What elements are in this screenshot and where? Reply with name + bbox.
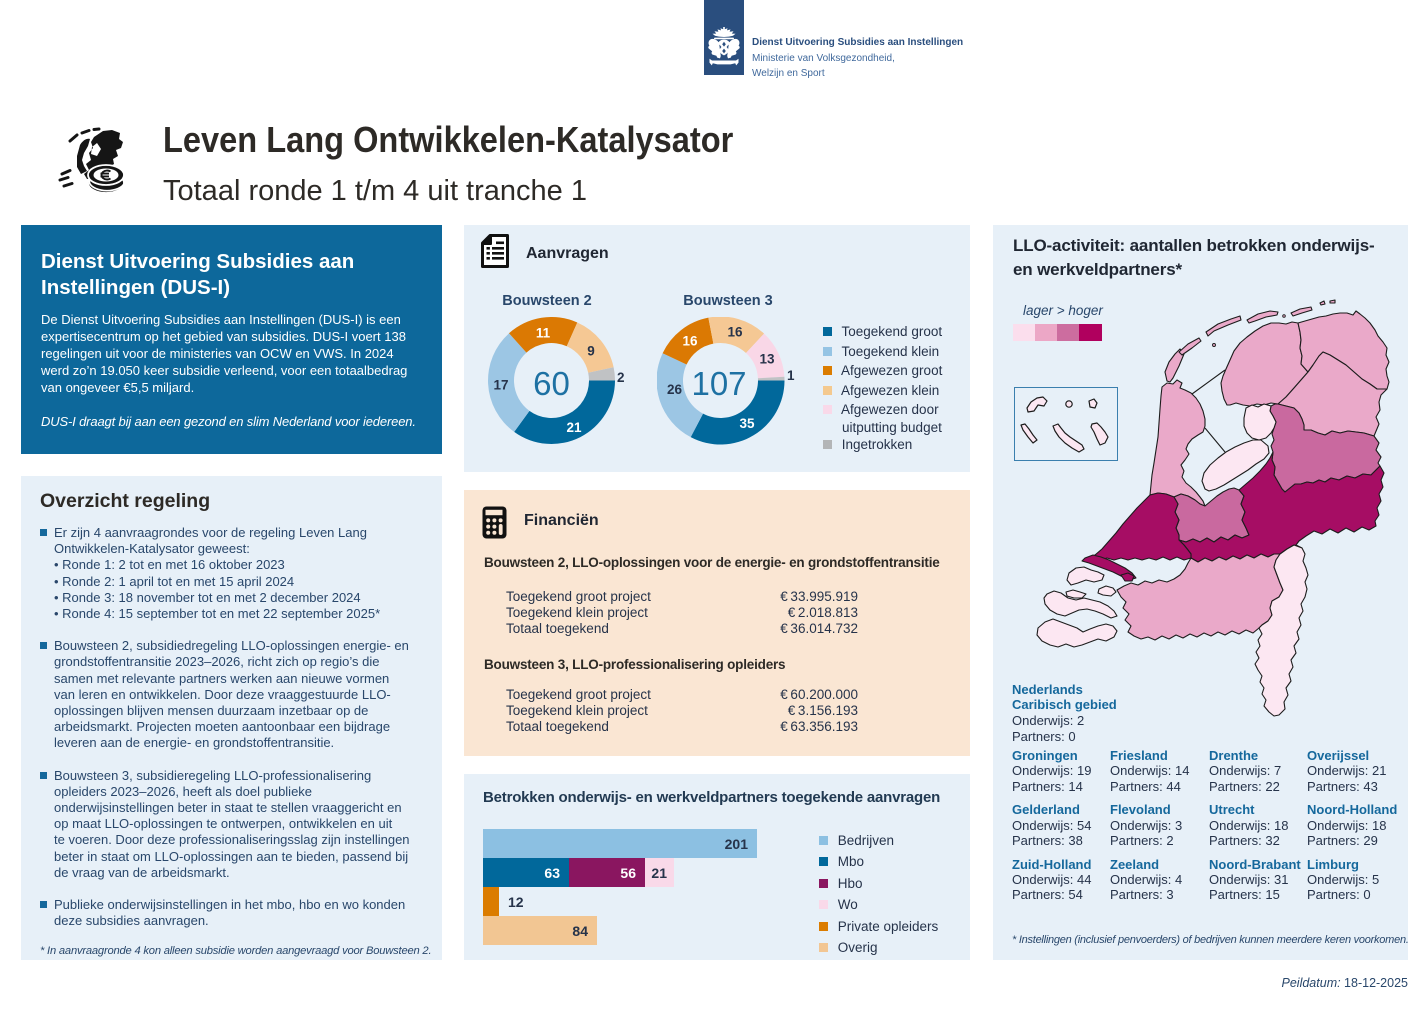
svg-text:17: 17 bbox=[493, 378, 508, 393]
svg-text:107: 107 bbox=[691, 365, 746, 402]
svg-text:21: 21 bbox=[566, 420, 582, 435]
svg-text:35: 35 bbox=[739, 416, 755, 431]
svg-text:13: 13 bbox=[759, 352, 775, 367]
svg-text:60: 60 bbox=[533, 365, 570, 402]
svg-text:16: 16 bbox=[682, 334, 698, 349]
svg-text:16: 16 bbox=[727, 325, 743, 340]
svg-text:11: 11 bbox=[536, 326, 551, 341]
svg-text:9: 9 bbox=[587, 344, 595, 359]
